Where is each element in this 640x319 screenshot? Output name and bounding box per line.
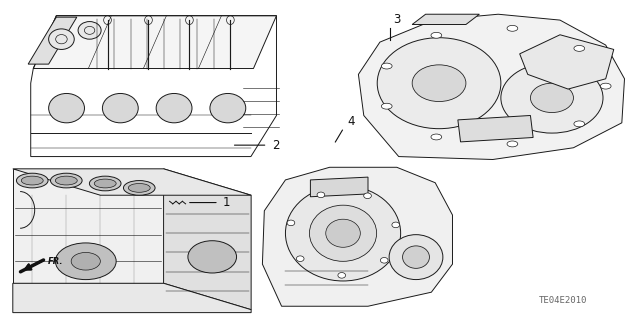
Ellipse shape (381, 63, 392, 69)
Polygon shape (13, 169, 164, 283)
Polygon shape (412, 14, 479, 25)
Ellipse shape (507, 26, 518, 31)
Ellipse shape (600, 83, 611, 89)
Ellipse shape (574, 46, 585, 51)
Ellipse shape (364, 193, 371, 199)
Polygon shape (520, 35, 614, 89)
Ellipse shape (326, 219, 360, 247)
Ellipse shape (102, 93, 138, 123)
Ellipse shape (431, 32, 442, 38)
Text: 1: 1 (223, 196, 230, 209)
Ellipse shape (501, 63, 603, 133)
Ellipse shape (156, 93, 192, 123)
Ellipse shape (431, 134, 442, 140)
Ellipse shape (310, 205, 377, 261)
Ellipse shape (49, 93, 84, 123)
Ellipse shape (381, 103, 392, 109)
Text: FR.: FR. (48, 257, 63, 266)
Polygon shape (13, 169, 251, 195)
Ellipse shape (403, 246, 429, 268)
Text: 4: 4 (347, 115, 355, 128)
Polygon shape (164, 169, 251, 310)
Ellipse shape (380, 257, 388, 263)
Ellipse shape (78, 22, 101, 39)
Ellipse shape (285, 186, 401, 281)
Ellipse shape (49, 29, 74, 49)
Ellipse shape (94, 179, 116, 188)
Text: 3: 3 (394, 13, 401, 26)
Ellipse shape (296, 256, 304, 262)
Ellipse shape (55, 243, 116, 279)
Ellipse shape (574, 121, 585, 127)
Ellipse shape (392, 222, 399, 228)
Ellipse shape (90, 176, 121, 191)
Ellipse shape (51, 173, 82, 188)
Text: TE04E2010: TE04E2010 (539, 296, 588, 305)
Polygon shape (310, 177, 368, 197)
Text: 2: 2 (272, 139, 280, 152)
Polygon shape (33, 16, 276, 69)
Polygon shape (458, 115, 533, 142)
Ellipse shape (531, 83, 573, 113)
Ellipse shape (21, 176, 44, 185)
Ellipse shape (389, 235, 443, 279)
Ellipse shape (210, 93, 246, 123)
Ellipse shape (71, 252, 100, 270)
Polygon shape (262, 167, 452, 306)
Ellipse shape (338, 272, 346, 278)
Ellipse shape (17, 173, 48, 188)
Ellipse shape (188, 241, 237, 273)
Ellipse shape (128, 183, 150, 192)
Ellipse shape (56, 176, 77, 185)
Polygon shape (358, 14, 625, 160)
Ellipse shape (287, 220, 295, 226)
Ellipse shape (377, 38, 501, 129)
Ellipse shape (124, 181, 155, 195)
Ellipse shape (317, 192, 324, 198)
Polygon shape (13, 283, 251, 313)
Ellipse shape (507, 141, 518, 147)
Polygon shape (28, 17, 77, 64)
Ellipse shape (412, 65, 466, 101)
